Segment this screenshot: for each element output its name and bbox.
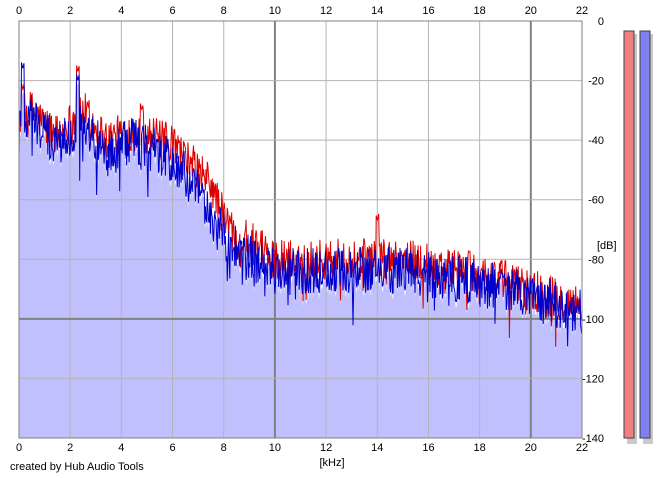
- y-axis-label: [dB]: [597, 240, 617, 252]
- x-tick-label: 16: [422, 5, 434, 17]
- y-tick-label: 0: [598, 16, 604, 28]
- x-tick-label: 2: [67, 5, 73, 17]
- y-tick-label: -120: [582, 373, 604, 385]
- level-meter-red: [623, 30, 635, 439]
- level-meters: [623, 30, 653, 444]
- x-axis-label: [kHz]: [319, 457, 344, 469]
- grid: [18, 20, 583, 439]
- x-tick-labels-top: 0 2 4 6 8 10 12 14 16 18 20 22: [16, 5, 588, 17]
- x-tick-label: 16: [422, 442, 434, 454]
- level-meter-blue: [639, 30, 651, 439]
- series-line-blue: [18, 62, 583, 347]
- x-tick-label: 14: [371, 442, 383, 454]
- plot-frame: [18, 20, 583, 439]
- x-tick-label: 8: [221, 442, 227, 454]
- y-tick-label: -80: [588, 254, 604, 266]
- x-tick-label: 14: [371, 5, 383, 17]
- x-tick-label: 10: [269, 5, 281, 17]
- x-tick-labels-bottom: 0 2 4 6 8 10 12 14 16 18 20 22: [16, 442, 588, 454]
- x-tick-label: 8: [221, 5, 227, 17]
- y-tick-label: -20: [588, 76, 604, 88]
- y-tick-label: -100: [582, 314, 604, 326]
- x-tick-label: 20: [525, 5, 537, 17]
- y-tick-label: -60: [588, 195, 604, 207]
- x-tick-label: 20: [525, 442, 537, 454]
- x-tick-label: 18: [474, 442, 486, 454]
- x-tick-label: 4: [118, 442, 124, 454]
- x-tick-label: 4: [118, 5, 124, 17]
- x-tick-label: 18: [474, 5, 486, 17]
- x-tick-label: 12: [320, 442, 332, 454]
- x-tick-label: 6: [169, 5, 175, 17]
- y-tick-labels: 0 -20 -40 -60 -80 -100 -120 -140: [582, 16, 604, 445]
- x-tick-label: 12: [320, 5, 332, 17]
- x-tick-label: 0: [16, 442, 22, 454]
- y-tick-label: -140: [582, 433, 604, 445]
- spectrum-fill-area: [19, 80, 582, 439]
- y-tick-label: -40: [588, 135, 604, 147]
- x-tick-label: 6: [169, 442, 175, 454]
- x-tick-label: 22: [576, 442, 588, 454]
- x-tick-label: 0: [16, 5, 22, 17]
- x-tick-label: 22: [576, 5, 588, 17]
- x-tick-label: 2: [67, 442, 73, 454]
- credit-text: created by Hub Audio Tools: [10, 461, 144, 473]
- x-tick-label: 10: [269, 442, 281, 454]
